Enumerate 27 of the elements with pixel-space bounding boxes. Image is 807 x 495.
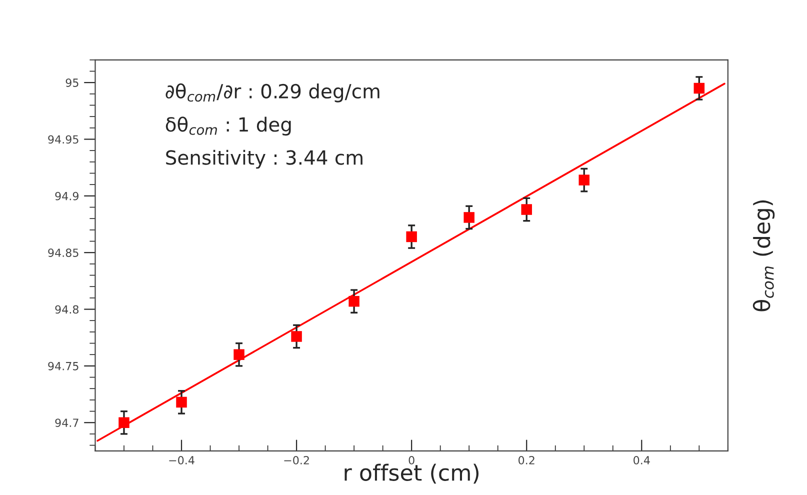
point: [234, 349, 244, 360]
x-axis-title: r offset (cm): [344, 464, 478, 484]
y-tick-label: 94.8: [55, 305, 78, 314]
point: [176, 396, 187, 408]
annotation: δθ$_{com}$ : 1 deg: [166, 116, 291, 136]
annotation: ∂θ$_{com}$/∂r : 0.29 deg/cm: [166, 83, 380, 102]
annotation: Sensitivity : 3.44 cm: [166, 150, 362, 169]
x-tick-label: −0.2: [284, 456, 309, 464]
point: [521, 204, 532, 215]
point: [406, 231, 417, 242]
x-tick-label: 0.2: [518, 456, 534, 464]
x-tick-label: 0.4: [634, 456, 650, 464]
y-tick-label: 95: [66, 78, 78, 87]
y-tick-label: 94.75: [48, 362, 78, 370]
y-tick-label: 94.9: [55, 192, 78, 200]
y-tick-label: 94.7: [55, 418, 78, 427]
y-axis-title: θ$_{com}$ (deg): [752, 200, 775, 312]
point: [291, 331, 302, 342]
x-tick-label: 0: [408, 456, 414, 464]
point: [348, 296, 360, 307]
point: [464, 212, 474, 223]
point: [694, 82, 705, 94]
point: [118, 417, 130, 428]
point: [578, 174, 590, 186]
x-tick-label: −0.4: [169, 456, 194, 464]
y-tick-label: 94.85: [48, 248, 78, 257]
y-tick-label: 94.95: [48, 135, 78, 144]
